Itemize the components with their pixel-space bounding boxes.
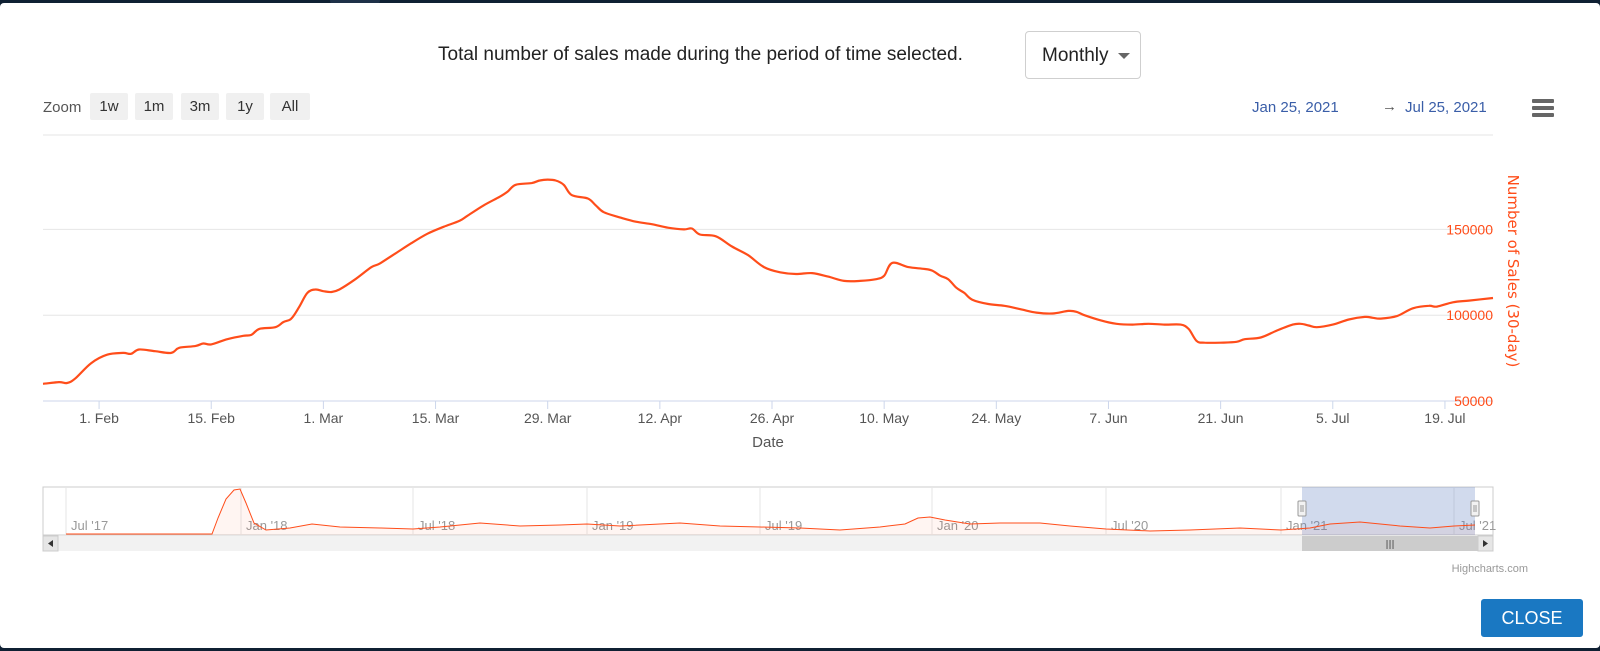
zoom-3m-button[interactable]: 3m — [181, 93, 219, 120]
x-tick-label: 10. May — [859, 410, 909, 426]
navigator-label: Jul '21 — [1459, 518, 1496, 533]
navigator-label: Jul '18 — [418, 518, 455, 533]
x-tick-label: 29. Mar — [524, 410, 572, 426]
scrollbar-thumb[interactable] — [1302, 536, 1478, 551]
zoom-1y-button[interactable]: 1y — [226, 93, 264, 120]
x-tick-label: 19. Jul — [1424, 410, 1465, 426]
zoom-label: Zoom — [43, 99, 82, 116]
period-select[interactable]: Monthly — [1025, 31, 1141, 79]
navigator-label: Jan '20 — [937, 518, 979, 533]
navigator-label: Jul '19 — [765, 518, 802, 533]
chart-description: Total number of sales made during the pe… — [438, 44, 963, 65]
period-select-value: Monthly — [1042, 45, 1109, 66]
zoom-all-button[interactable]: All — [270, 93, 310, 120]
x-tick-label: 7. Jun — [1089, 410, 1127, 426]
x-tick-label: 12. Apr — [638, 410, 683, 426]
scrollbar-grip-icon: ||| — [1385, 540, 1394, 550]
x-tick-label: 1. Mar — [304, 410, 344, 426]
chevron-left-icon — [48, 540, 53, 547]
y-tick-label: 50000 — [1454, 393, 1493, 409]
chevron-right-icon — [1483, 540, 1488, 547]
y-tick-label: 150000 — [1446, 221, 1493, 237]
range-arrow: → — [1382, 98, 1397, 115]
zoom-1w-button[interactable]: 1w — [90, 93, 128, 120]
series-line[interactable] — [42, 178, 1494, 385]
close-button[interactable]: CLOSE — [1481, 599, 1583, 637]
chart-menu-icon[interactable] — [1532, 99, 1554, 119]
caret-down-icon — [1118, 53, 1130, 59]
navigator-series-line — [66, 488, 1476, 535]
x-axis-title: Date — [752, 434, 784, 451]
x-axis: 1. Feb 15. Feb 1. Mar 15. Mar 29. Mar 12. Apr… — [43, 400, 1493, 426]
x-tick-label: 15. Mar — [412, 410, 460, 426]
scrollbar-track[interactable] — [43, 536, 1493, 551]
x-tick-label: 24. May — [971, 410, 1021, 426]
x-tick-label: 5. Jul — [1316, 410, 1349, 426]
range-to-date[interactable]: Jul 25, 2021 — [1405, 99, 1487, 116]
x-tick-label: 15. Feb — [187, 410, 235, 426]
navigator-label: Jul '17 — [71, 518, 108, 533]
y-axis: 50000 100000 150000 — [1446, 221, 1493, 409]
y-axis-title: Number of Sales (30-day) — [1504, 175, 1522, 368]
range-from-date[interactable]: Jan 25, 2021 — [1252, 99, 1339, 116]
navigator-left-handle[interactable] — [1297, 500, 1307, 517]
navigator-area — [66, 489, 1475, 535]
sales-line-chart: 1. Feb 15. Feb 1. Mar 15. Mar 29. Mar 12. Apr… — [42, 134, 1522, 552]
x-tick-label: 21. Jun — [1198, 410, 1244, 426]
x-tick-label: 1. Feb — [79, 410, 119, 426]
highcharts-credits[interactable]: Highcharts.com — [1451, 563, 1528, 575]
navigator-right-handle[interactable] — [1470, 500, 1480, 517]
zoom-1m-button[interactable]: 1m — [135, 93, 173, 120]
x-tick-label: 26. Apr — [750, 410, 795, 426]
sales-chart-modal: Total number of sales made during the pe… — [0, 3, 1600, 648]
y-tick-label: 100000 — [1446, 307, 1493, 323]
series-layer — [42, 178, 1494, 385]
